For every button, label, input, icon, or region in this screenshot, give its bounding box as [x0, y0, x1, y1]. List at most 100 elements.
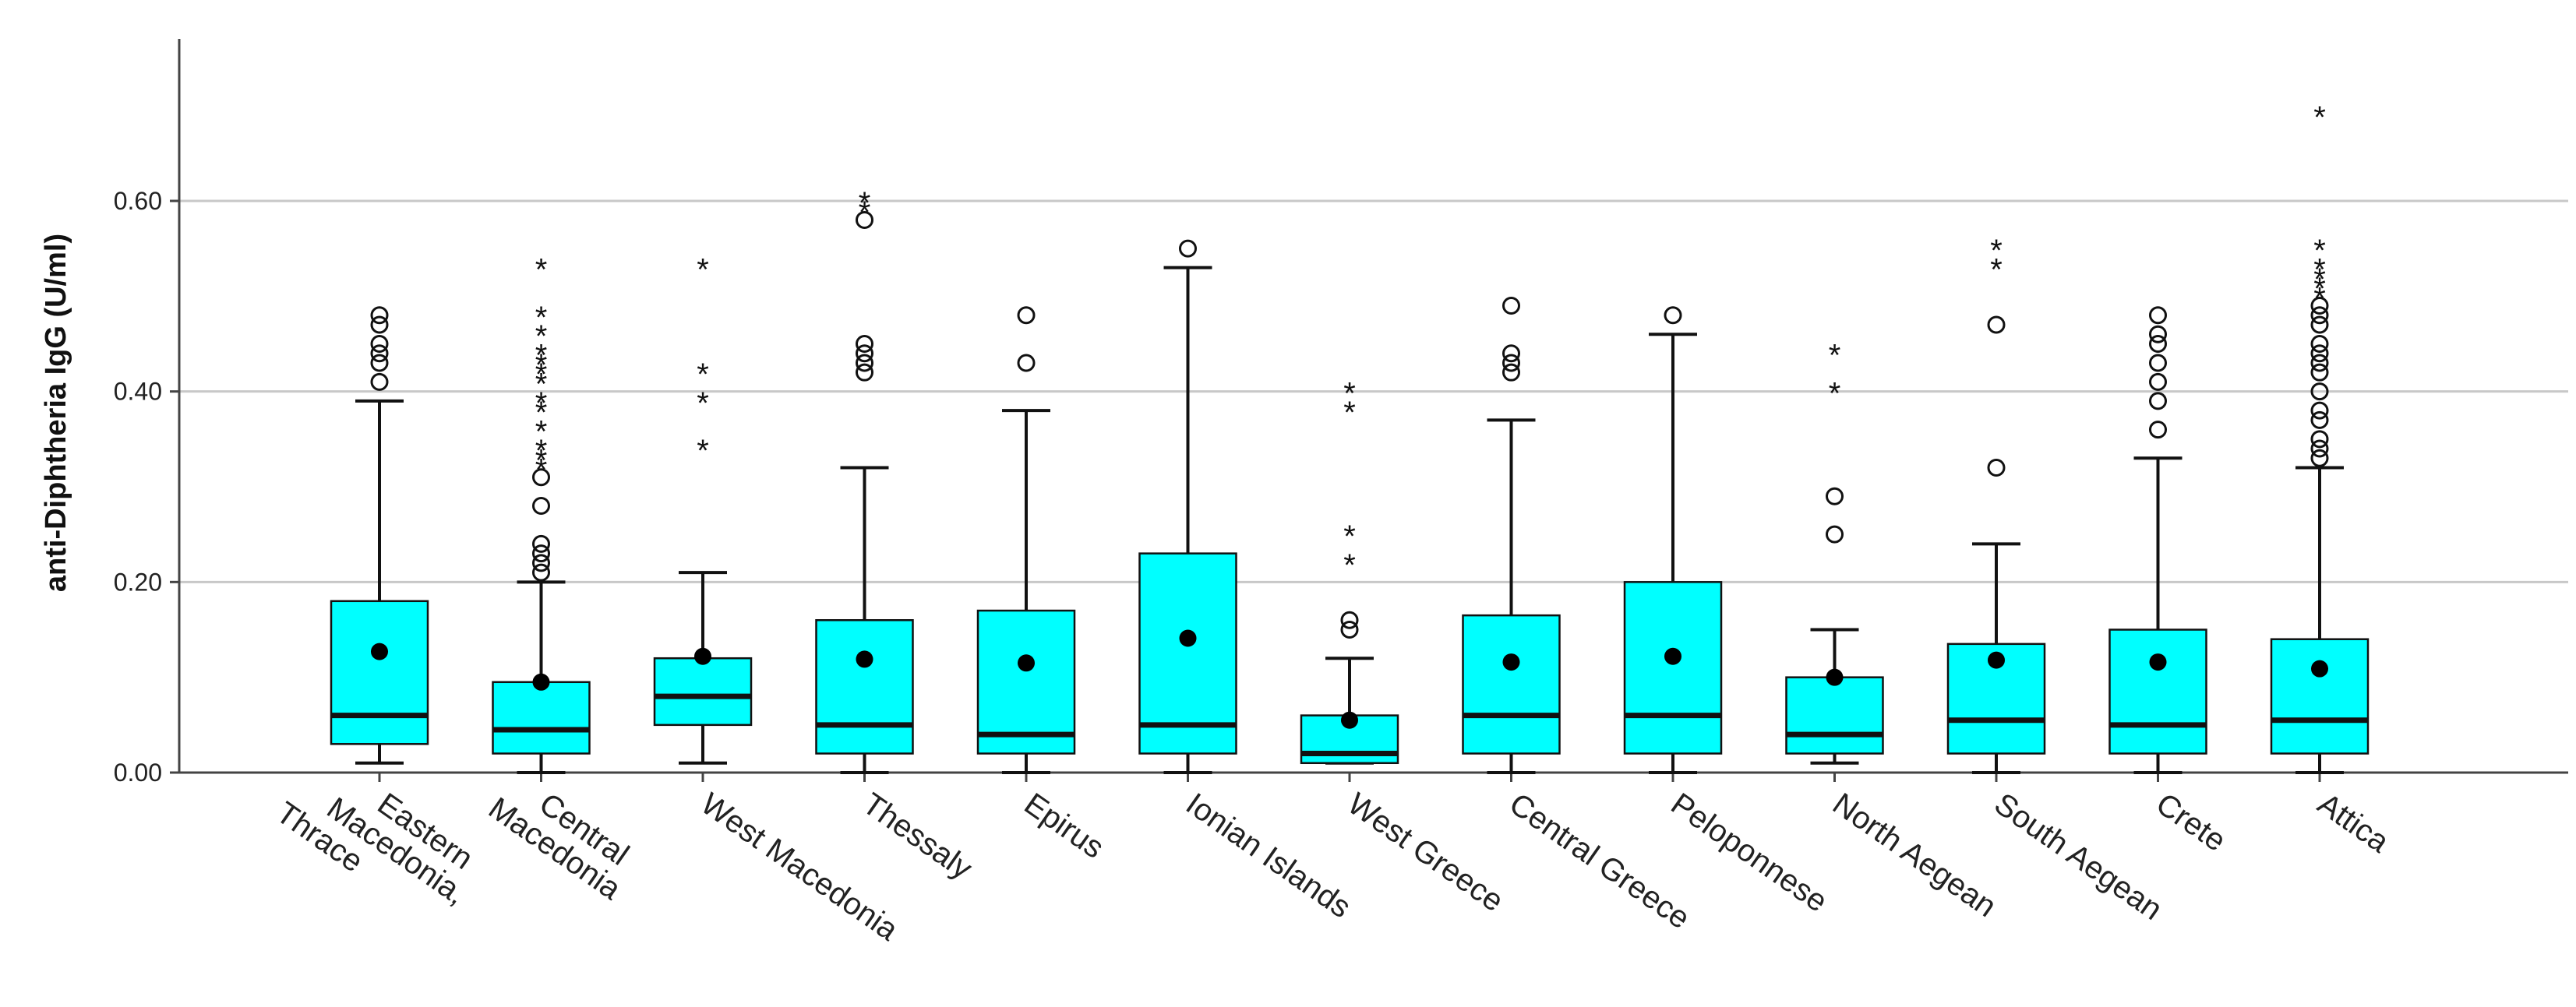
category-label-line: Ionian Islands — [1180, 787, 1357, 925]
mean-dot — [371, 643, 388, 660]
box-iqr — [2270, 638, 2370, 755]
outlier-circle — [532, 496, 550, 515]
mean-dot — [532, 673, 550, 691]
outlier-circle — [2310, 306, 2329, 325]
mean-dot — [1988, 651, 2005, 669]
outlier-star: * — [535, 453, 548, 488]
outlier-circle — [856, 363, 873, 382]
outlier-circle — [1340, 611, 1359, 629]
outlier-circle — [2310, 354, 2329, 372]
box-group: **** — [653, 253, 753, 765]
category-label: Thessaly — [856, 787, 978, 886]
outlier-star: * — [1829, 377, 1841, 411]
category-label-line: South Aegean — [1988, 787, 2168, 927]
outlier-circle — [370, 344, 389, 363]
box-group: ** — [1785, 339, 1884, 765]
mean-dot — [856, 650, 873, 668]
category-label: Peloponnese — [1665, 787, 1834, 919]
outlier-circle — [2310, 344, 2329, 363]
box-group — [976, 306, 1076, 774]
outlier-star: * — [535, 396, 548, 430]
mean-dot — [694, 647, 711, 665]
category-label-line: Epirus — [1018, 787, 1110, 865]
outlier-circle — [1017, 306, 1036, 325]
outlier-star: * — [697, 434, 709, 468]
outlier-circle — [370, 334, 389, 353]
outlier-circle — [1987, 315, 2006, 334]
category-label: Crete — [2150, 787, 2232, 858]
outlier-star: * — [535, 434, 548, 468]
outlier-star: * — [2313, 281, 2326, 315]
outlier-circle — [532, 563, 550, 582]
outlier-star: * — [697, 386, 709, 421]
mean-dot — [1826, 668, 1844, 686]
outlier-circle — [1502, 363, 1520, 382]
box-group: ****** — [2270, 100, 2370, 774]
outlier-circle — [1502, 354, 1520, 372]
category-label-line: West Greece — [1342, 787, 1510, 919]
outlier-star: * — [535, 357, 548, 392]
outlier-star: * — [535, 415, 548, 449]
box-layer: *********************** ********** — [330, 100, 2370, 774]
category-label-line: Peloponnese — [1665, 787, 1834, 919]
outlier-star: * — [2313, 262, 2326, 297]
y-tick-label: 0.40 — [114, 378, 162, 406]
outlier-star: * — [1990, 253, 2003, 287]
outlier-circle — [856, 334, 873, 353]
box-group: ** — [1946, 234, 2046, 774]
outlier-star: * — [535, 319, 548, 354]
outlier-circle — [2310, 297, 2329, 315]
outlier-star: * — [697, 357, 709, 392]
outlier-star: * — [535, 367, 548, 401]
box-iqr — [492, 681, 591, 755]
category-label: South Aegean — [1988, 787, 2168, 927]
outlier-circle — [532, 534, 550, 553]
mean-dot — [2311, 660, 2328, 678]
box-iqr — [815, 619, 914, 755]
outlier-circle — [2149, 354, 2167, 372]
outlier-circle — [856, 354, 873, 372]
box-iqr — [1462, 614, 1561, 755]
box-group: **** — [1300, 377, 1399, 765]
outlier-circle — [2310, 382, 2329, 401]
outlier-circle — [2149, 421, 2167, 439]
outlier-circle — [856, 344, 873, 363]
outlier-circle — [2310, 430, 2329, 449]
outlier-circle — [2149, 325, 2167, 343]
outlier-circle — [2310, 410, 2329, 429]
category-label: Central Greece — [1503, 787, 1696, 936]
outlier-star: * — [697, 253, 709, 287]
outlier-star: * — [535, 301, 548, 335]
y-tick-label: 0.60 — [114, 187, 162, 215]
outlier-circle — [2310, 315, 2329, 334]
y-tick-label: 0.20 — [114, 568, 162, 596]
outlier-circle — [1502, 344, 1520, 363]
outlier-circle — [2310, 363, 2329, 382]
outlier-star: * — [535, 253, 548, 287]
outlier-star: * — [535, 386, 548, 421]
mean-dot — [1179, 629, 1197, 647]
outlier-circle — [2149, 372, 2167, 391]
category-label: Epirus — [1018, 787, 1110, 865]
outlier-circle — [2310, 449, 2329, 467]
axis-layer: 0.00 0.20 0.40 0.60 — [114, 39, 2568, 787]
outlier-star: * — [859, 186, 871, 220]
box-iqr — [1138, 552, 1237, 755]
outlier-circle — [370, 354, 389, 372]
mean-dot — [1502, 653, 1520, 671]
outlier-circle — [1826, 487, 1844, 505]
outlier-star: * — [2313, 100, 2326, 135]
box-group — [2108, 306, 2207, 774]
mean-dot — [1341, 711, 1358, 729]
y-axis-title: anti-Diphtheria IgG (U/ml) — [40, 234, 72, 592]
outlier-circle — [532, 544, 550, 563]
outlier-circle — [2149, 334, 2167, 353]
mean-dot — [2149, 653, 2167, 671]
box-iqr — [330, 600, 429, 745]
category-label-line: Attica — [2312, 787, 2396, 860]
box-group — [1138, 239, 1237, 774]
outlier-star: * — [1343, 377, 1356, 411]
outlier-circle — [2149, 392, 2167, 410]
mean-dot — [1664, 647, 1681, 665]
category-label-line: Central Greece — [1503, 787, 1696, 936]
